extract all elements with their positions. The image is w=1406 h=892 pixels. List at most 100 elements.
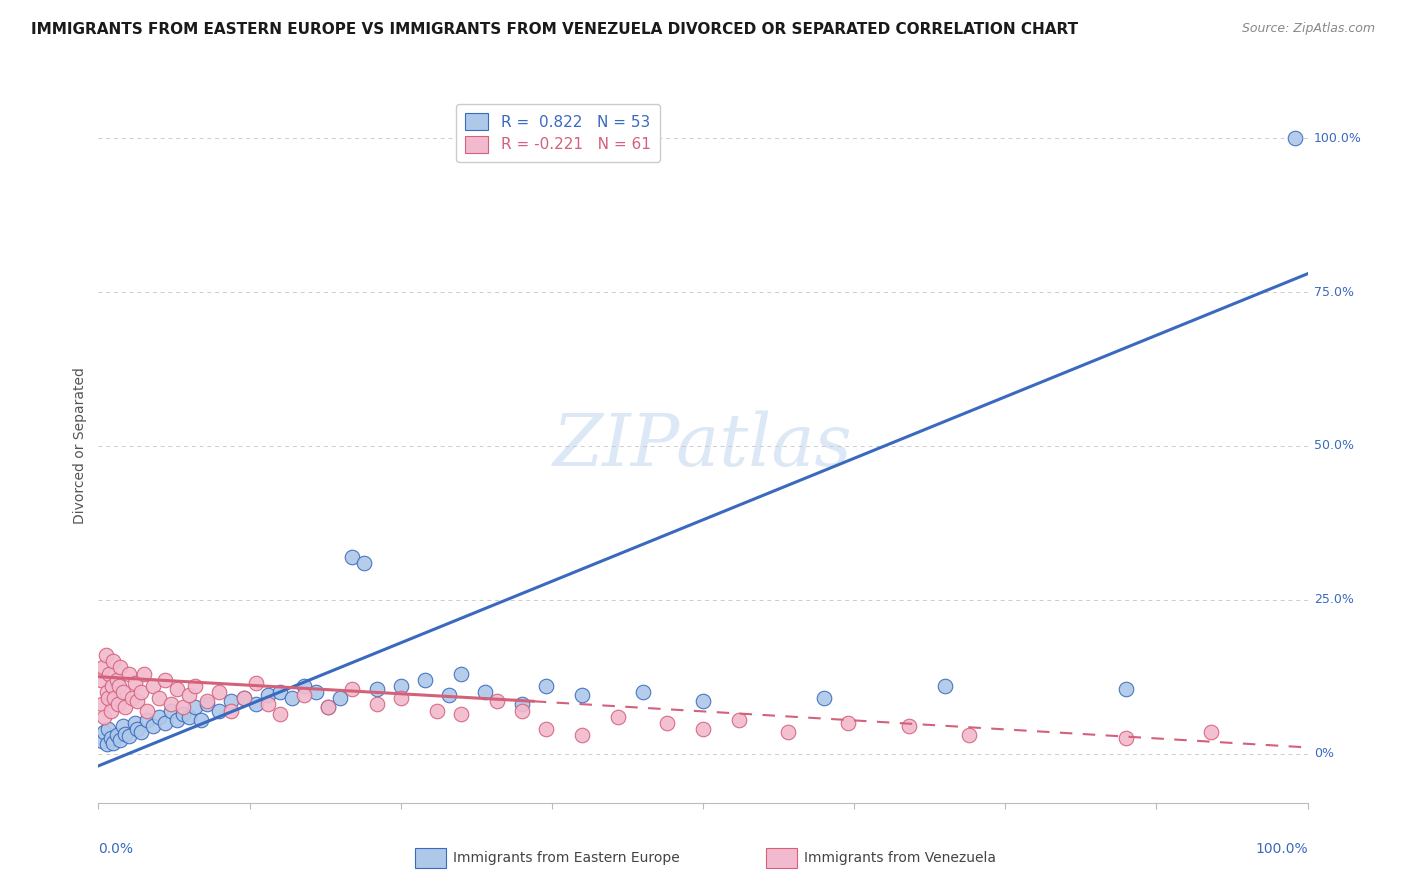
Point [316, 700, 339, 714]
Point [105, 728, 128, 742]
Point [195, 694, 218, 708]
Point [897, 719, 920, 733]
Text: 100.0%: 100.0% [1256, 842, 1308, 856]
Point [245, 698, 267, 712]
Point [245, 676, 267, 690]
Point [269, 706, 291, 721]
Point [184, 679, 207, 693]
Point [534, 679, 557, 693]
Text: IMMIGRANTS FROM EASTERN EUROPE VS IMMIGRANTS FROM VENEZUELA DIVORCED OR SEPARATE: IMMIGRANTS FROM EASTERN EUROPE VS IMMIGR… [31, 22, 1078, 37]
Point [389, 679, 412, 693]
Point [101, 654, 124, 668]
Text: 100.0%: 100.0% [1313, 132, 1361, 145]
Text: 75.0%: 75.0% [1313, 285, 1354, 299]
Point [366, 681, 388, 696]
Y-axis label: Divorced or Separated: Divorced or Separated [73, 368, 87, 524]
Point [329, 691, 352, 706]
Point [292, 688, 315, 702]
Point [105, 673, 128, 687]
Point [179, 709, 201, 723]
Point [160, 704, 183, 718]
Point [108, 679, 131, 693]
Point [342, 681, 364, 696]
Point [166, 681, 188, 696]
Point [184, 700, 207, 714]
Point [934, 679, 956, 693]
Text: Source: ZipAtlas.com: Source: ZipAtlas.com [1241, 22, 1375, 36]
Point [837, 715, 859, 730]
Point [728, 713, 751, 727]
Point [269, 685, 291, 699]
Point [353, 556, 375, 570]
Point [281, 691, 304, 706]
Point [510, 698, 533, 712]
Point [607, 709, 630, 723]
Point [195, 698, 218, 712]
Point [114, 700, 136, 714]
Point [692, 694, 714, 708]
Point [148, 709, 170, 723]
Point [97, 691, 120, 706]
Point [129, 685, 152, 699]
Point [571, 688, 593, 702]
Text: Immigrants from Venezuela: Immigrants from Venezuela [804, 851, 997, 865]
Point [160, 698, 183, 712]
Text: 25.0%: 25.0% [1313, 593, 1354, 607]
Point [100, 731, 122, 746]
Point [413, 673, 436, 687]
Point [221, 704, 243, 718]
Point [1199, 725, 1222, 739]
Point [91, 734, 114, 748]
Point [135, 713, 157, 727]
Point [474, 685, 496, 699]
Point [114, 727, 136, 741]
Point [101, 735, 124, 749]
Point [179, 688, 201, 702]
Point [232, 691, 254, 706]
Point [142, 719, 165, 733]
Point [655, 715, 678, 730]
Legend: R =  0.822   N = 53, R = -0.221   N = 61: R = 0.822 N = 53, R = -0.221 N = 61 [456, 104, 659, 161]
Point [1115, 731, 1137, 746]
Point [98, 666, 121, 681]
Point [118, 666, 141, 681]
Point [134, 666, 156, 681]
Point [127, 694, 149, 708]
Text: ZIPatlas: ZIPatlas [553, 410, 853, 482]
Point [342, 549, 364, 564]
Point [437, 688, 460, 702]
Point [90, 673, 112, 687]
Point [107, 698, 129, 712]
Point [108, 733, 131, 747]
Point [111, 719, 134, 733]
Point [389, 691, 412, 706]
Point [103, 691, 125, 706]
Point [426, 704, 449, 718]
Point [305, 685, 328, 699]
Point [450, 666, 472, 681]
Text: Immigrants from Eastern Europe: Immigrants from Eastern Europe [453, 851, 679, 865]
Point [1284, 131, 1306, 145]
Point [450, 706, 472, 721]
Point [96, 737, 118, 751]
Point [153, 673, 176, 687]
Text: 0.0%: 0.0% [98, 842, 134, 856]
Point [142, 679, 165, 693]
Point [108, 660, 131, 674]
Point [232, 691, 254, 706]
Point [1115, 681, 1137, 696]
Point [96, 685, 118, 699]
Point [510, 704, 533, 718]
Point [153, 715, 176, 730]
Point [190, 713, 212, 727]
Point [166, 713, 188, 727]
Point [91, 660, 114, 674]
Point [172, 706, 194, 721]
Point [172, 700, 194, 714]
Point [776, 725, 799, 739]
Point [111, 685, 134, 699]
Point [486, 694, 509, 708]
Point [366, 698, 388, 712]
Point [127, 722, 149, 736]
Point [256, 688, 278, 702]
